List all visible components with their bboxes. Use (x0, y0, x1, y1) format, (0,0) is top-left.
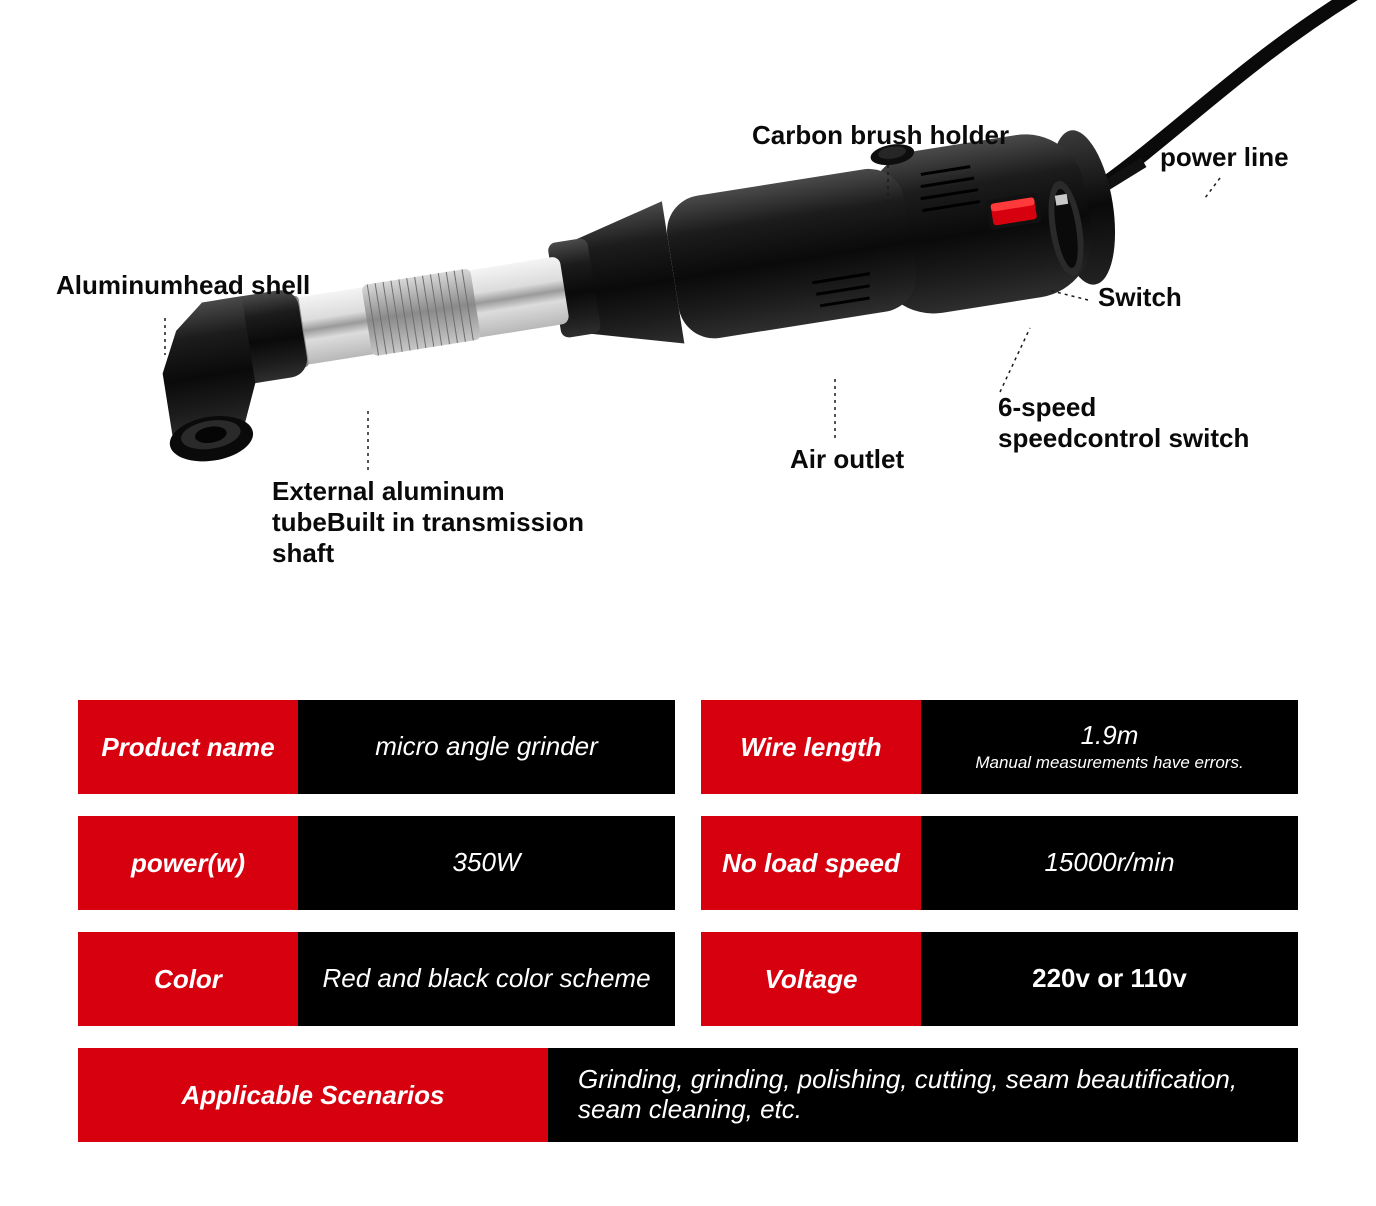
spec-label: No load speed (701, 816, 921, 910)
product-diagram: Aluminumhead shell Carbon brush holder p… (0, 0, 1376, 630)
spec-value-sub: Manual measurements have errors. (975, 753, 1243, 773)
spec-label: Product name (78, 700, 298, 794)
spec-row-applicable-scenarios: Applicable Scenarios Grinding, grinding,… (78, 1048, 1298, 1142)
callout-head-shell: Aluminumhead shell (56, 270, 310, 301)
callout-switch: Switch (1098, 282, 1182, 313)
spec-value-main: 1.9m (1081, 721, 1139, 751)
spec-row-voltage: Voltage 220v or 110v (701, 932, 1298, 1026)
spec-value: Grinding, grinding, polishing, cutting, … (548, 1048, 1298, 1142)
spec-label: Wire length (701, 700, 921, 794)
spec-row-power: power(w) 350W (78, 816, 675, 910)
spec-row-wire-length: Wire length 1.9m Manual measurements hav… (701, 700, 1298, 794)
spec-value: 350W (298, 816, 675, 910)
spec-value: 1.9m Manual measurements have errors. (921, 700, 1298, 794)
callout-ext-tube: External aluminum tubeBuilt in transmiss… (272, 476, 584, 570)
spec-label: Voltage (701, 932, 921, 1026)
spec-label: Color (78, 932, 298, 1026)
spec-value: 15000r/min (921, 816, 1298, 910)
spec-row-no-load-speed: No load speed 15000r/min (701, 816, 1298, 910)
spec-row-product-name: Product name micro angle grinder (78, 700, 675, 794)
spec-label: power(w) (78, 816, 298, 910)
spec-value: 220v or 110v (921, 932, 1298, 1026)
spec-value: Red and black color scheme (298, 932, 675, 1026)
spec-row-color: Color Red and black color scheme (78, 932, 675, 1026)
callout-carbon-brush: Carbon brush holder (752, 120, 1009, 151)
spec-label: Applicable Scenarios (78, 1048, 548, 1142)
spec-table: Product name micro angle grinder Wire le… (78, 700, 1298, 1142)
spec-value: micro angle grinder (298, 700, 675, 794)
callout-air-outlet: Air outlet (790, 444, 904, 475)
product-illustration (0, 0, 1376, 630)
callout-power-line: power line (1160, 142, 1289, 173)
callout-speed-switch: 6-speed speedcontrol switch (998, 392, 1249, 454)
